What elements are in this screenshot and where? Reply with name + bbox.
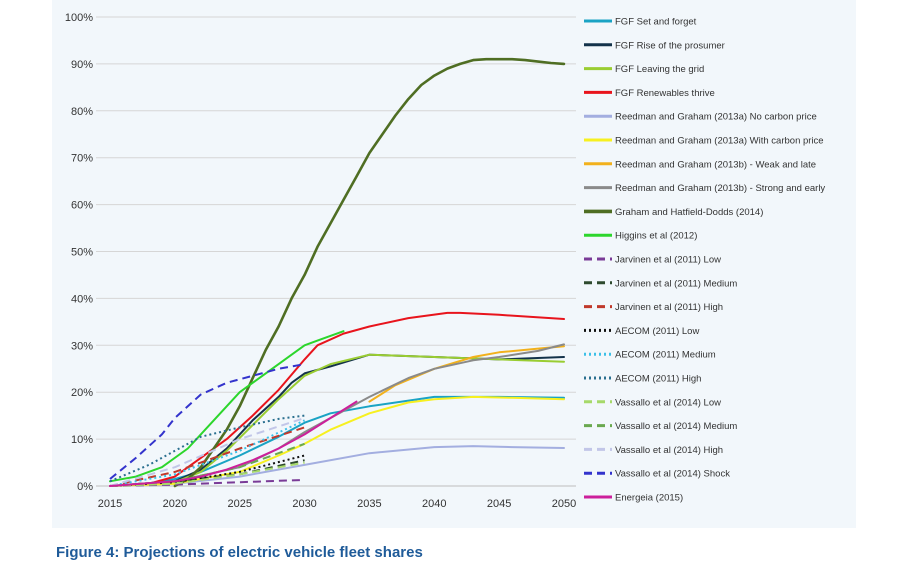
legend-item: FGF Rise of the prosumer	[584, 40, 725, 51]
legend-item: Reedman and Graham (2013b) - Strong and …	[584, 183, 825, 194]
x-axis-tick-labels: 2015 2020 2025 2030 2035 2040 2045 2050	[98, 498, 576, 510]
x-tick-label: 2020	[163, 498, 187, 510]
legend-item: Higgins et al (2012)	[584, 231, 697, 242]
grid-lines	[96, 16, 576, 487]
legend-item: FGF Renewables thrive	[584, 88, 715, 99]
legend-label: Higgins et al (2012)	[615, 231, 697, 242]
x-tick-label: 2035	[357, 498, 381, 510]
legend-item: Reedman and Graham (2013a) No carbon pri…	[584, 112, 817, 123]
y-tick-label: 40%	[71, 293, 93, 305]
legend-item: Jarvinen et al (2011) Medium	[584, 278, 737, 289]
legend-item: Vassallo et al (2014) Shock	[584, 469, 730, 480]
y-tick-label: 30%	[71, 340, 93, 352]
series-line	[109, 426, 305, 487]
series-line	[109, 363, 305, 480]
y-tick-label: 100%	[65, 12, 93, 24]
x-tick-label: 2030	[292, 498, 316, 510]
series-lines	[109, 57, 566, 488]
y-tick-label: 90%	[71, 59, 93, 71]
legend-item: AECOM (2011) Low	[584, 326, 699, 337]
legend-label: Vassallo et al (2014) Low	[615, 397, 721, 408]
series-line	[368, 345, 565, 403]
legend-label: Vassallo et al (2014) Medium	[615, 421, 737, 432]
legend-label: AECOM (2011) Medium	[615, 350, 716, 361]
legend-label: Reedman and Graham (2013a) With carbon p…	[615, 136, 824, 147]
legend-label: FGF Renewables thrive	[615, 88, 715, 99]
x-tick-label: 2025	[227, 498, 251, 510]
legend-item: Jarvinen et al (2011) Low	[584, 255, 721, 266]
y-tick-label: 60%	[71, 200, 93, 212]
legend-label: FGF Leaving the grid	[615, 64, 704, 75]
x-tick-label: 2040	[422, 498, 446, 510]
series-line	[109, 330, 345, 483]
legend-label: FGF Rise of the prosumer	[615, 40, 725, 51]
y-tick-label: 70%	[71, 153, 93, 165]
series-line	[109, 461, 305, 487]
legend-label: Reedman and Graham (2013a) No carbon pri…	[615, 112, 817, 123]
y-tick-label: 20%	[71, 387, 93, 399]
y-tick-label: 80%	[71, 106, 93, 118]
legend-label: Graham and Hatfield-Dodds (2014)	[615, 207, 763, 218]
series-line	[109, 414, 305, 483]
legend-label: Jarvinen et al (2011) Medium	[615, 278, 737, 289]
series-line	[109, 417, 305, 487]
legend-item: Graham and Hatfield-Dodds (2014)	[584, 207, 763, 218]
legend-label: Vassallo et al (2014) High	[615, 445, 723, 456]
legend-item: Energeia (2015)	[584, 493, 683, 504]
legend-label: Energeia (2015)	[615, 493, 683, 504]
legend-item: Vassallo et al (2014) High	[584, 445, 723, 456]
legend-item: AECOM (2011) Medium	[584, 350, 716, 361]
series-line	[109, 445, 565, 487]
legend-label: FGF Set and forget	[615, 17, 697, 28]
series-line	[109, 419, 306, 487]
series-line	[109, 353, 565, 487]
legend-item: Vassallo et al (2014) Low	[584, 397, 721, 408]
y-tick-label: 0%	[77, 481, 93, 493]
y-tick-label: 10%	[71, 434, 93, 446]
legend-label: Jarvinen et al (2011) Low	[615, 255, 721, 266]
legend-item: Reedman and Graham (2013a) With carbon p…	[584, 136, 824, 147]
series-line	[109, 400, 358, 487]
legend-item: FGF Set and forget	[584, 17, 697, 28]
x-tick-label: 2045	[487, 498, 511, 510]
series-line	[173, 57, 566, 488]
series-line	[109, 395, 565, 487]
legend-label: Jarvinen et al (2011) High	[615, 302, 723, 313]
legend-item: Vassallo et al (2014) Medium	[584, 421, 737, 432]
legend-label: Reedman and Graham (2013b) - Strong and …	[615, 183, 825, 194]
x-tick-label: 2015	[98, 498, 122, 510]
legend: FGF Set and forget FGF Rise of the prosum…	[584, 17, 825, 504]
line-chart: 0%10%20%30%40%50%60%70%80%90%100% 2015 20…	[65, 12, 826, 510]
y-tick-label: 50%	[71, 247, 93, 259]
legend-item: AECOM (2011) High	[584, 374, 701, 385]
figure-caption: Figure 4: Projections of electric vehicl…	[56, 544, 423, 561]
legend-item: Jarvinen et al (2011) High	[584, 302, 723, 313]
x-tick-label: 2050	[552, 498, 576, 510]
legend-label: Reedman and Graham (2013b) - Weak and la…	[615, 159, 816, 170]
legend-item: Reedman and Graham (2013b) - Weak and la…	[584, 159, 816, 170]
legend-item: FGF Leaving the grid	[584, 64, 704, 75]
legend-label: AECOM (2011) Low	[615, 326, 699, 337]
legend-label: AECOM (2011) High	[615, 374, 701, 385]
legend-label: Vassallo et al (2014) Shock	[615, 469, 730, 480]
y-axis-tick-labels: 0% 10% 20% 30% 40% 50% 60% 70% 80% 90% 100%	[65, 12, 93, 493]
chart-panel	[52, 0, 856, 528]
series-line	[109, 395, 565, 487]
